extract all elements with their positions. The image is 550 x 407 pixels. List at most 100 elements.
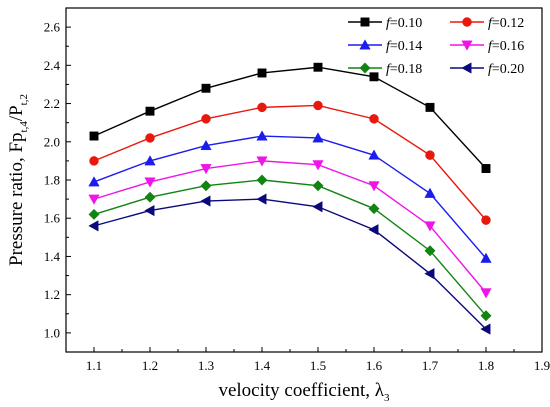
y-tick-label: 1.0 [44, 325, 60, 340]
data-point [481, 164, 491, 173]
data-point [88, 208, 100, 220]
data-point [480, 288, 492, 299]
data-point [369, 72, 379, 82]
data-point [368, 203, 380, 215]
series-f0.14 [88, 130, 492, 263]
data-point [145, 133, 155, 143]
legend-item: f=0.16 [450, 39, 524, 54]
y-tick-label: 2.2 [44, 96, 60, 111]
legend-marker [359, 39, 371, 50]
data-point [257, 102, 267, 113]
legend-item: f=0.14 [348, 39, 422, 54]
x-tick-label: 1.3 [198, 358, 214, 373]
x-tick-label: 1.4 [254, 358, 271, 373]
data-point [144, 177, 156, 188]
data-point [200, 164, 212, 175]
data-point [368, 224, 379, 236]
y-tick-label: 2.0 [44, 134, 60, 149]
data-point [425, 102, 435, 112]
axis-ticks: 1.1 1.2 1.3 1.4 1.5 1.6 1.7 1.8 1.9 1.0 1.2 1.4 1.6 1… [44, 20, 550, 373]
series-line [93, 198, 487, 330]
legend-item: f=0.12 [450, 16, 524, 31]
series-group [88, 62, 492, 335]
legend-label: f=0.12 [488, 16, 524, 31]
x-axis-title: velocity coefficient, λ3 [218, 380, 390, 404]
legend: f=0.10 f=0.12 f=0.14 f=0.16 f=0.18 f=0.20 [348, 16, 524, 77]
legend-item: f=0.18 [348, 62, 422, 77]
y-axis-title: Pressure ratio, Fpt,4/Pt,2 [6, 94, 30, 266]
x-tick-label: 1.2 [142, 358, 158, 373]
y-tick-label: 1.8 [44, 173, 60, 188]
data-point [481, 215, 491, 225]
legend-label: f=0.20 [488, 62, 524, 77]
x-tick-label: 1.5 [310, 358, 326, 373]
data-point [201, 114, 211, 124]
y-tick-label: 2.6 [44, 20, 61, 35]
data-point [480, 310, 492, 322]
data-point [312, 180, 324, 192]
legend-label: f=0.16 [488, 39, 524, 54]
data-point [424, 221, 436, 232]
x-tick-label: 1.6 [366, 358, 383, 373]
data-point [424, 187, 436, 198]
data-point [88, 194, 100, 205]
plot-frame [65, 7, 543, 353]
data-point [369, 114, 379, 124]
x-tick-label: 1.1 [86, 358, 102, 373]
series-line [93, 104, 487, 221]
series-f0.20 [88, 193, 491, 335]
legend-label: f=0.14 [386, 39, 422, 54]
data-point [88, 176, 100, 187]
series-line [93, 160, 487, 294]
data-point [312, 132, 324, 143]
legend-marker [462, 17, 472, 27]
series-line [93, 179, 487, 317]
data-point [144, 204, 155, 217]
data-point [480, 323, 491, 335]
legend-marker [359, 62, 371, 74]
data-point [200, 195, 211, 207]
y-tick-label: 2.4 [44, 58, 61, 73]
y-tick-label: 1.6 [44, 211, 61, 226]
data-point [313, 62, 323, 72]
data-point [312, 201, 323, 213]
data-point [425, 150, 435, 160]
data-point [256, 193, 267, 205]
x-tick-label: 1.9 [534, 358, 550, 373]
data-point [89, 131, 99, 141]
series-line [93, 66, 487, 170]
data-point [145, 106, 155, 116]
data-point [368, 149, 380, 160]
series-line [93, 135, 487, 259]
data-point [424, 245, 436, 257]
legend-item: f=0.20 [450, 62, 524, 77]
data-point [88, 220, 99, 232]
legend-marker [461, 62, 472, 74]
data-point [424, 268, 435, 280]
data-point [313, 100, 323, 111]
legend-marker [360, 17, 370, 27]
data-point [257, 68, 267, 78]
data-point [200, 139, 212, 151]
data-point [200, 180, 212, 192]
data-point [144, 191, 156, 203]
data-point [201, 83, 211, 93]
y-tick-label: 1.4 [44, 249, 61, 264]
y-tick-label: 1.2 [44, 287, 60, 302]
data-point [144, 155, 156, 166]
series-f0.10 [89, 62, 491, 173]
data-point [480, 252, 492, 263]
data-point [256, 130, 268, 141]
series-f0.16 [88, 156, 492, 299]
legend-label: f=0.10 [386, 16, 422, 31]
data-point [312, 160, 324, 171]
x-tick-label: 1.8 [478, 358, 494, 373]
data-point [256, 156, 268, 167]
data-point [256, 174, 268, 186]
series-f0.12 [89, 100, 491, 225]
x-tick-label: 1.7 [422, 358, 439, 373]
data-point [368, 181, 380, 192]
series-f0.18 [88, 174, 492, 322]
legend-marker [461, 40, 473, 51]
